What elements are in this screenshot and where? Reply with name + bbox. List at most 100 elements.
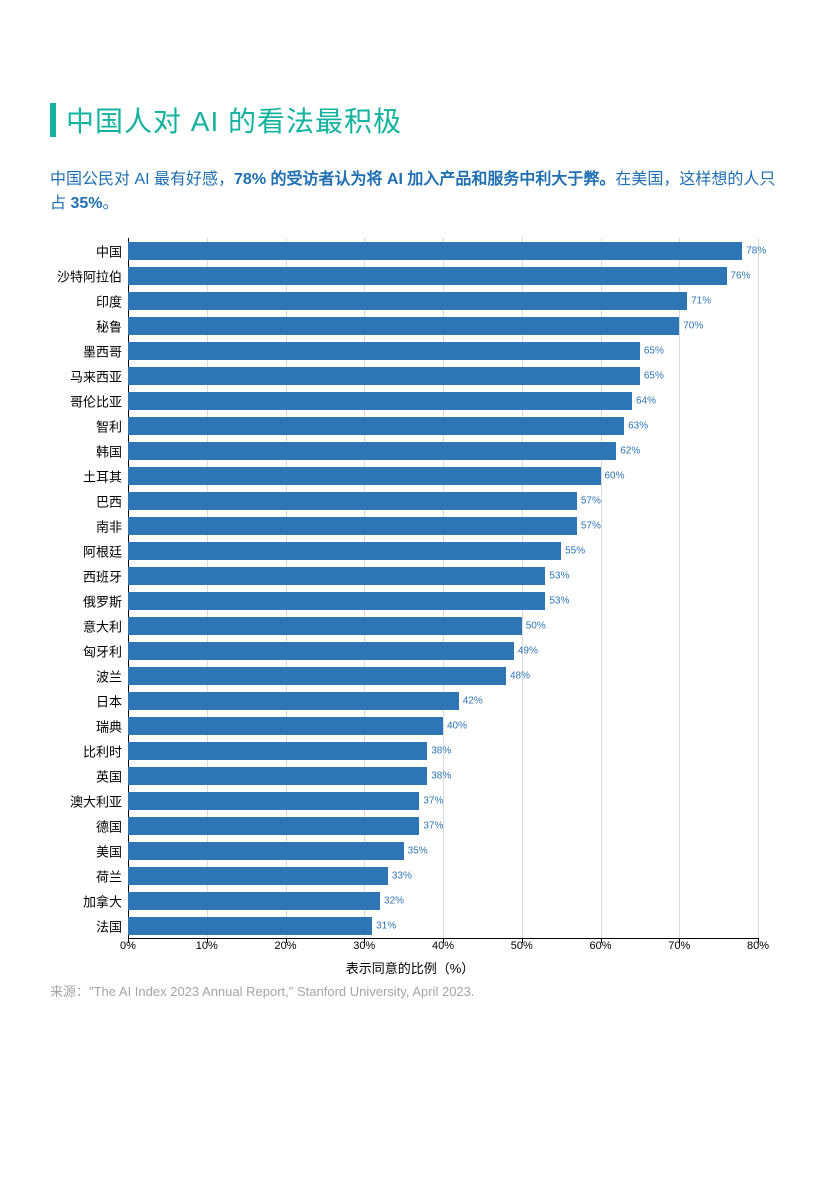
bar-label: 巴西 [50,491,122,510]
page: 中国人对 AI 的看法最积极 中国公民对 AI 最有好感，78% 的受访者认为将… [0,0,826,1180]
bar [128,242,742,260]
bar-value: 55% [565,545,585,556]
bar-value: 65% [644,370,664,381]
x-tick-label: 60% [589,940,611,952]
bar-value: 49% [518,645,538,656]
bar-row: 哥伦比亚64% [128,388,758,413]
bar [128,467,601,485]
bar-value: 31% [376,920,396,931]
bar-label: 沙特阿拉伯 [50,266,122,285]
bar [128,717,443,735]
bar-label: 日本 [50,691,122,710]
bar-row: 印度71% [128,288,758,313]
bar [128,367,640,385]
bar-value: 35% [408,845,428,856]
bar-value: 62% [620,445,640,456]
bar [128,692,459,710]
bar-value: 64% [636,395,656,406]
bar-row: 中国78% [128,238,758,263]
bar-value: 50% [526,620,546,631]
bar [128,917,372,935]
source-citation: 来源："The AI Index 2023 Annual Report," St… [50,981,475,1000]
bar-value: 53% [549,595,569,606]
bar-row: 墨西哥65% [128,338,758,363]
x-tick-label: 30% [353,940,375,952]
bar-row: 阿根廷55% [128,538,758,563]
bar-label: 印度 [50,291,122,310]
bar-value: 48% [510,670,530,681]
subtitle-bold1: 78% 的受访者认为将 AI 加入产品和服务中利大于弊。 [234,171,615,188]
bar-label: 土耳其 [50,466,122,485]
bar-label: 智利 [50,416,122,435]
subtitle-part1: 中国公民对 AI 最有好感， [50,171,234,188]
bar-label: 荷兰 [50,866,122,885]
bar-row: 英国38% [128,763,758,788]
bar-label: 加拿大 [50,891,122,910]
bar-label: 德国 [50,816,122,835]
bar [128,742,427,760]
subtitle-bold2: 35% [70,195,102,212]
bar-value: 57% [581,495,601,506]
x-tick-label: 70% [668,940,690,952]
x-tick-label: 10% [196,940,218,952]
bar-label: 意大利 [50,616,122,635]
bar [128,492,577,510]
bar [128,567,545,585]
bar-row: 俄罗斯53% [128,588,758,613]
bar-label: 英国 [50,766,122,785]
bar-value: 42% [463,695,483,706]
bar-label: 秘鲁 [50,316,122,335]
bar-row: 比利时38% [128,738,758,763]
bar-chart: 中国78%沙特阿拉伯76%印度71%秘鲁70%墨西哥65%马来西亚65%哥伦比亚… [50,234,770,974]
bar [128,517,577,535]
bar-row: 日本42% [128,688,758,713]
bar [128,267,727,285]
bar-row: 荷兰33% [128,863,758,888]
bar [128,442,616,460]
bar [128,617,522,635]
bar-value: 63% [628,420,648,431]
bar-value: 33% [392,870,412,881]
bar-row: 美国35% [128,838,758,863]
bar-row: 巴西57% [128,488,758,513]
bar [128,392,632,410]
bar-label: 哥伦比亚 [50,391,122,410]
bar [128,342,640,360]
x-axis-title: 表示同意的比例（%） [346,958,475,977]
bar-value: 53% [549,570,569,581]
bar [128,767,427,785]
bar-label: 匈牙利 [50,641,122,660]
bar-label: 瑞典 [50,716,122,735]
bar-value: 38% [431,770,451,781]
bar [128,542,561,560]
bar [128,667,506,685]
bar-label: 俄罗斯 [50,591,122,610]
bar-value: 70% [683,320,703,331]
bar-label: 中国 [50,241,122,260]
x-tick-label: 20% [274,940,296,952]
x-tick-label: 80% [747,940,769,952]
bar-label: 马来西亚 [50,366,122,385]
bar-label: 墨西哥 [50,341,122,360]
bar-label: 波兰 [50,666,122,685]
bar-row: 澳大利亚37% [128,788,758,813]
bar-label: 比利时 [50,741,122,760]
bar-value: 40% [447,720,467,731]
bar-row: 瑞典40% [128,713,758,738]
bar-row: 西班牙53% [128,563,758,588]
bar [128,892,380,910]
title-row: 中国人对 AI 的看法最积极 [50,100,776,140]
bar-label: 法国 [50,916,122,935]
bar [128,792,419,810]
bar-value: 78% [746,245,766,256]
bar [128,842,404,860]
bar-row: 法国31% [128,913,758,938]
bar-row: 韩国62% [128,438,758,463]
bar-label: 澳大利亚 [50,791,122,810]
plot-area: 中国78%沙特阿拉伯76%印度71%秘鲁70%墨西哥65%马来西亚65%哥伦比亚… [128,238,758,938]
bar-row: 匈牙利49% [128,638,758,663]
bar-value: 71% [691,295,711,306]
bar [128,417,624,435]
bar-row: 波兰48% [128,663,758,688]
x-tick-label: 50% [511,940,533,952]
